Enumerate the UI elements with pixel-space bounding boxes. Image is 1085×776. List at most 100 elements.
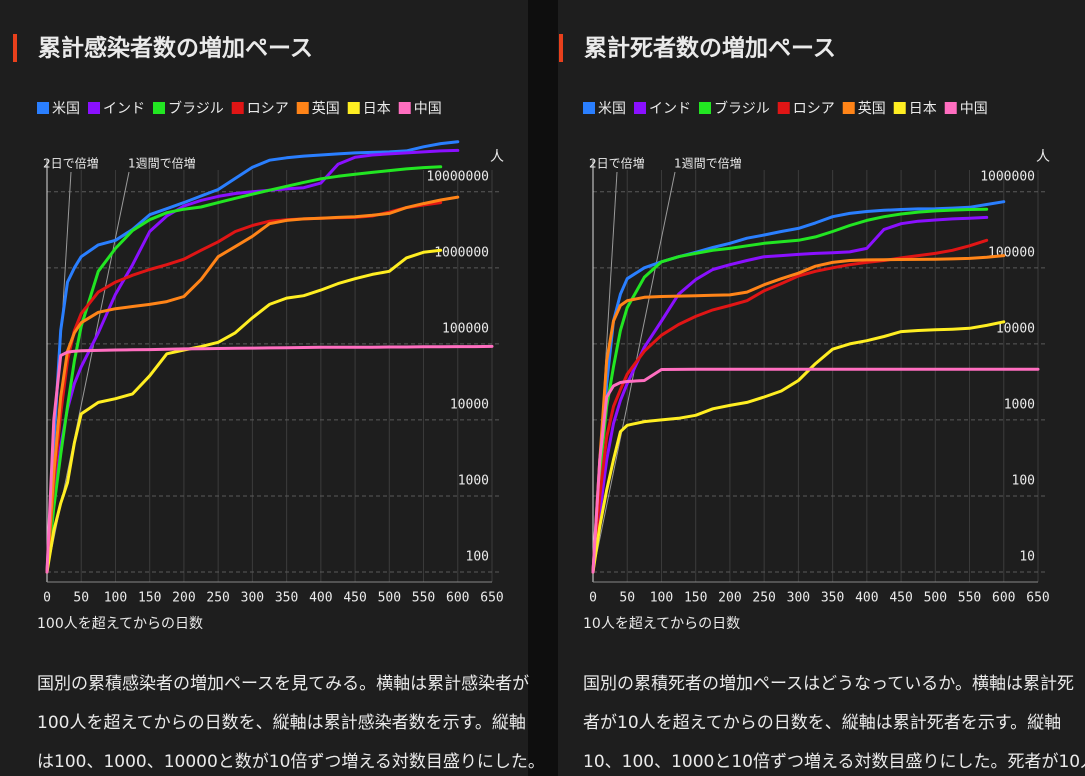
legend-label: 米国 [598, 101, 626, 117]
x-tick-label: 300 [787, 591, 810, 606]
x-axis-label: 10人を超えてからの日数 [583, 616, 740, 632]
series-line [591, 320, 1006, 574]
x-tick-label: 350 [821, 591, 844, 606]
x-tick-label: 450 [889, 591, 912, 606]
legend-swatch [296, 102, 309, 114]
y-tick-label: 10000 [450, 397, 489, 412]
x-tick-label: 50 [73, 591, 89, 606]
y-tick-label: 10000000 [426, 169, 489, 184]
legend-label: 日本 [909, 101, 937, 117]
x-tick-label: 650 [480, 591, 503, 606]
x-tick-label: 600 [446, 591, 469, 606]
x-tick-label: 600 [992, 591, 1015, 606]
x-tick-label: 350 [275, 591, 298, 606]
x-tick-label: 550 [958, 591, 981, 606]
title-bar [559, 34, 563, 62]
legend-swatch [37, 102, 49, 114]
y-tick-label: 1000 [1004, 397, 1035, 412]
annotation: 1週間で倍増 [674, 156, 742, 171]
series-line [591, 254, 1006, 574]
paragraph-line: は100、1000、10000と数が10倍ずつ増える対数目盛りにした。 [37, 752, 545, 772]
legend-swatch [699, 102, 711, 114]
x-tick-label: 200 [718, 591, 741, 606]
paragraph-line: 10、100、1000と10倍ずつ増える対数目盛りにした。死者が10人 [583, 752, 1085, 772]
y-unit: 人 [490, 149, 504, 165]
x-tick-label: 400 [855, 591, 878, 606]
legend-swatch [777, 102, 790, 114]
y-tick-label: 100 [1012, 473, 1035, 488]
series-line [45, 344, 494, 574]
x-tick-label: 300 [241, 591, 264, 606]
legend-swatch [398, 102, 411, 114]
paragraph-line: 100人を超えてからの日数を、縦軸は累計感染者数を示す。縦軸 [37, 713, 526, 733]
series-line [45, 165, 443, 574]
y-tick-label: 100 [466, 550, 489, 565]
series-line [591, 215, 989, 574]
x-tick-label: 250 [752, 591, 775, 606]
y-unit: 人 [1036, 149, 1050, 165]
x-tick-label: 450 [343, 591, 366, 606]
series-line [45, 148, 460, 574]
series-line [45, 195, 460, 574]
series-line [45, 140, 460, 574]
series-line [591, 238, 989, 574]
series-line [591, 367, 1040, 574]
legend-label: ブラジル [168, 100, 224, 117]
y-tick-label: 1000 [458, 473, 489, 488]
x-tick-label: 150 [138, 591, 161, 606]
x-tick-label: 100 [650, 591, 673, 606]
x-tick-label: 250 [206, 591, 229, 606]
legend-label: インド [649, 101, 691, 117]
legend-label: 日本 [363, 101, 391, 117]
x-tick-label: 0 [43, 591, 51, 606]
legend-swatch [893, 102, 906, 114]
y-tick-label: 10000 [996, 321, 1035, 336]
x-tick-label: 650 [1026, 591, 1049, 606]
x-tick-label: 0 [589, 591, 597, 606]
x-tick-label: 150 [684, 591, 707, 606]
legend-swatch [153, 102, 165, 114]
paragraph-line: 国別の累積感染者の増加ペースを見てみる。横軸は累計感染者が [37, 674, 529, 694]
title-bar [13, 34, 17, 62]
x-tick-label: 200 [172, 591, 195, 606]
panel [0, 0, 528, 776]
series-line [591, 200, 1006, 574]
legend-swatch [583, 102, 595, 114]
x-tick-label: 400 [309, 591, 332, 606]
annotation: 2日で倍増 [43, 156, 99, 171]
panel [558, 0, 1085, 776]
legend-swatch [88, 102, 100, 114]
legend-swatch [944, 102, 957, 114]
legend-label: ロシア [247, 101, 289, 117]
legend-swatch [347, 102, 360, 114]
legend-label: ブラジル [714, 100, 770, 117]
legend-label: 中国 [960, 101, 988, 117]
x-tick-label: 550 [412, 591, 435, 606]
x-tick-label: 500 [924, 591, 947, 606]
paragraph-line: 者が10人を超えてからの日数を、縦軸は累計死者を示す。縦軸 [583, 713, 1061, 733]
annotation: 1週間で倍増 [128, 156, 196, 171]
y-tick-label: 1000000 [980, 169, 1035, 184]
legend-label: 英国 [858, 100, 886, 117]
y-tick-label: 1000000 [434, 245, 489, 260]
legend-label: ロシア [793, 101, 835, 117]
chart-title: 累計感染者数の増加ペース [38, 35, 313, 62]
y-tick-label: 10 [1019, 550, 1035, 565]
legend-swatch [634, 102, 646, 114]
x-tick-label: 50 [619, 591, 635, 606]
legend-label: 米国 [52, 101, 80, 117]
x-tick-label: 100 [104, 591, 127, 606]
y-tick-label: 100000 [988, 245, 1035, 260]
series-line [591, 207, 989, 574]
legend-swatch [231, 102, 244, 114]
chart-title: 累計死者数の増加ペース [584, 35, 836, 62]
series-line [45, 248, 443, 574]
legend-label: 中国 [414, 101, 442, 117]
legend-label: 英国 [312, 100, 340, 117]
annotation: 2日で倍増 [589, 156, 645, 171]
legend-swatch [842, 102, 855, 114]
x-tick-label: 500 [378, 591, 401, 606]
y-tick-label: 100000 [442, 321, 489, 336]
